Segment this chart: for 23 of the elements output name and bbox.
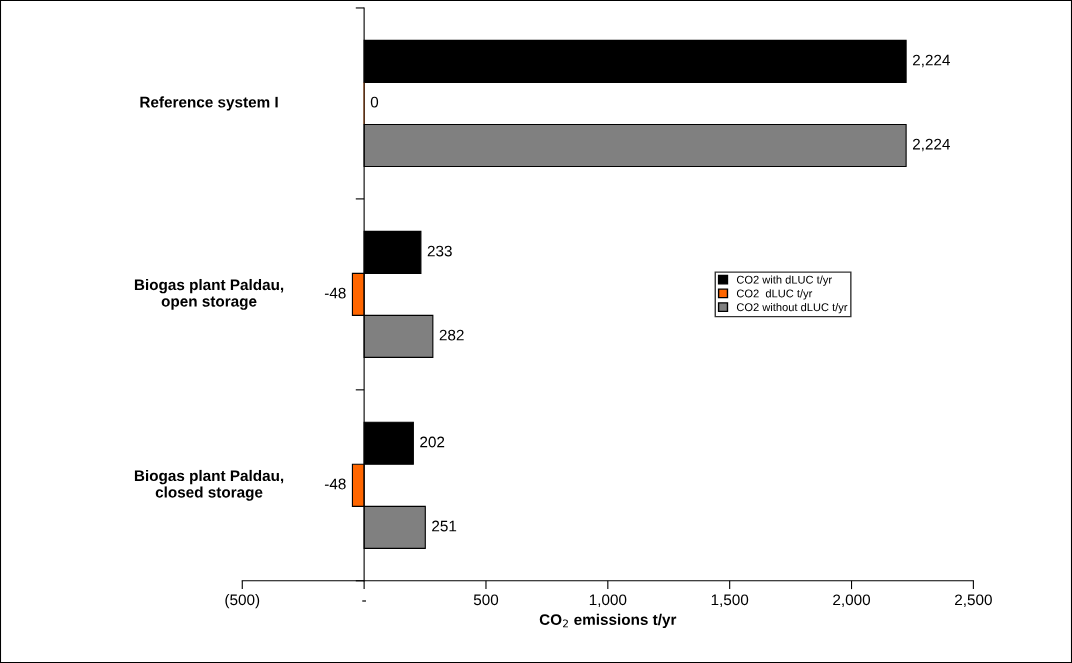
legend-label: CO2 dLUC t/yr xyxy=(736,289,813,300)
x-tick-label: 500 xyxy=(473,594,499,606)
data-label: -48 xyxy=(324,287,346,299)
x-tick-label: 2,500 xyxy=(955,594,992,608)
x-tick-label: (500) xyxy=(225,593,260,609)
data-label: 202 xyxy=(420,436,445,448)
data-label: 251 xyxy=(432,520,457,532)
data-label: 282 xyxy=(439,329,464,341)
y-tick-label: Biogas plant Paldau, closed storage xyxy=(134,469,284,501)
x-tick-label: 1,000 xyxy=(589,594,627,608)
legend-label: CO2 without dLUC t/yr xyxy=(736,302,848,314)
data-label: 0 xyxy=(370,96,379,108)
x-tick-label: 1,500 xyxy=(711,594,749,608)
y-tick-label: Reference system I xyxy=(140,96,278,111)
data-label: 2,224 xyxy=(912,54,950,68)
y-tick-label: Biogas plant Paldau, open storage xyxy=(134,278,284,310)
x-tick-label: - xyxy=(362,600,366,602)
x-axis-title: CO$_{2}$ emissions t/yr xyxy=(539,613,677,629)
data-label: 2,224 xyxy=(912,138,950,152)
x-tick-label: 2,000 xyxy=(833,594,871,608)
data-label: 233 xyxy=(427,245,452,257)
legend-label: CO2 with dLUC t/yr xyxy=(736,275,832,286)
data-label: -48 xyxy=(324,478,346,490)
